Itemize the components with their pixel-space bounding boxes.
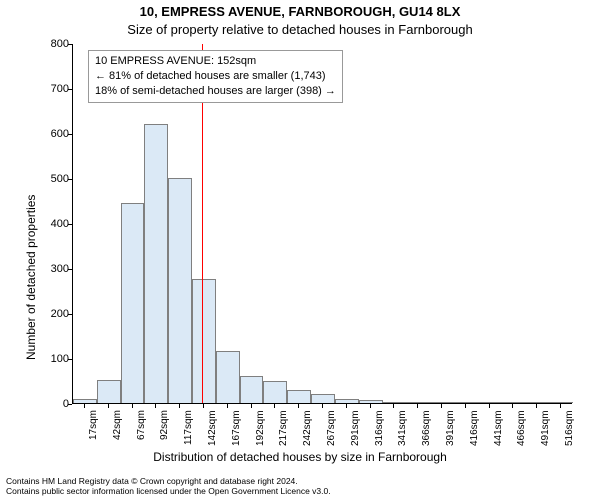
- x-tick-mark: [512, 404, 513, 408]
- x-tick-mark: [227, 404, 228, 408]
- x-tick-mark: [179, 404, 180, 408]
- footer-attribution: Contains HM Land Registry data © Crown c…: [6, 476, 594, 497]
- x-tick-label: 42sqm: [112, 410, 123, 440]
- x-tick-mark: [132, 404, 133, 408]
- x-tick-label: 267sqm: [326, 410, 337, 446]
- bar: [144, 124, 168, 403]
- x-tick-label: 316sqm: [374, 410, 385, 446]
- chart-title-address: 10, EMPRESS AVENUE, FARNBOROUGH, GU14 8L…: [0, 4, 600, 19]
- x-axis-label: Distribution of detached houses by size …: [0, 450, 600, 464]
- y-axis-label: Number of detached properties: [24, 195, 38, 360]
- bar: [525, 402, 549, 403]
- x-tick-mark: [441, 404, 442, 408]
- x-tick-mark: [536, 404, 537, 408]
- x-tick-mark: [560, 404, 561, 408]
- x-tick-mark: [155, 404, 156, 408]
- bar: [121, 203, 145, 403]
- y-tick-label: 300: [51, 263, 69, 275]
- x-tick-mark: [370, 404, 371, 408]
- chart-title-subtitle: Size of property relative to detached ho…: [0, 22, 600, 37]
- x-tick-mark: [203, 404, 204, 408]
- x-tick-mark: [489, 404, 490, 408]
- bar: [216, 351, 240, 403]
- bar: [359, 400, 383, 403]
- x-tick-label: 92sqm: [159, 410, 170, 440]
- footer-line-1: Contains HM Land Registry data © Crown c…: [6, 476, 594, 487]
- x-tick-mark: [84, 404, 85, 408]
- y-tick-label: 100: [51, 353, 69, 365]
- x-tick-label: 391sqm: [445, 410, 456, 446]
- bar: [263, 381, 287, 404]
- x-tick-mark: [346, 404, 347, 408]
- bar: [430, 402, 454, 403]
- x-tick-label: 491sqm: [540, 410, 551, 446]
- x-tick-label: 167sqm: [231, 410, 242, 446]
- x-tick-mark: [298, 404, 299, 408]
- x-tick-label: 291sqm: [350, 410, 361, 446]
- footer-line-2: Contains public sector information licen…: [6, 486, 594, 497]
- y-tick-label: 700: [51, 83, 69, 95]
- y-tick-mark: [68, 404, 72, 405]
- y-tick-label: 600: [51, 128, 69, 140]
- x-tick-label: 192sqm: [255, 410, 266, 446]
- bar: [454, 402, 478, 403]
- bar: [406, 402, 430, 403]
- bar: [97, 380, 121, 403]
- y-tick-label: 400: [51, 218, 69, 230]
- bar: [240, 376, 264, 403]
- x-tick-label: 17sqm: [88, 410, 99, 440]
- x-tick-label: 217sqm: [278, 410, 289, 446]
- bar: [287, 390, 311, 404]
- x-tick-label: 366sqm: [421, 410, 432, 446]
- annotation-line-3: 18% of semi-detached houses are larger (…: [95, 84, 336, 99]
- y-tick-label: 200: [51, 308, 69, 320]
- x-tick-label: 516sqm: [564, 410, 575, 446]
- bar: [549, 402, 573, 403]
- x-tick-mark: [322, 404, 323, 408]
- annotation-box: 10 EMPRESS AVENUE: 152sqm ← 81% of detac…: [88, 50, 343, 103]
- x-tick-label: 67sqm: [136, 410, 147, 440]
- x-tick-mark: [465, 404, 466, 408]
- x-tick-label: 466sqm: [516, 410, 527, 446]
- x-tick-label: 242sqm: [302, 410, 313, 446]
- y-tick-label: 800: [51, 38, 69, 50]
- bar: [478, 402, 502, 403]
- x-tick-mark: [108, 404, 109, 408]
- x-tick-label: 117sqm: [183, 410, 194, 445]
- x-tick-label: 416sqm: [469, 410, 480, 446]
- x-tick-mark: [251, 404, 252, 408]
- bar: [73, 399, 97, 404]
- y-tick-label: 500: [51, 173, 69, 185]
- bar: [502, 402, 526, 403]
- x-tick-mark: [417, 404, 418, 408]
- bar: [311, 394, 335, 403]
- chart-container: { "titles": { "line1": "10, EMPRESS AVEN…: [0, 0, 600, 500]
- bar: [168, 178, 192, 403]
- annotation-line-1: 10 EMPRESS AVENUE: 152sqm: [95, 54, 336, 69]
- bar: [192, 279, 216, 403]
- annotation-line-2: ← 81% of detached houses are smaller (1,…: [95, 69, 336, 84]
- plot-area: 10 EMPRESS AVENUE: 152sqm ← 81% of detac…: [72, 44, 572, 404]
- x-tick-label: 341sqm: [397, 410, 408, 446]
- bar: [383, 402, 407, 403]
- bar: [335, 399, 359, 404]
- x-tick-label: 142sqm: [207, 410, 218, 446]
- x-tick-mark: [274, 404, 275, 408]
- x-tick-label: 441sqm: [493, 410, 504, 446]
- x-tick-mark: [393, 404, 394, 408]
